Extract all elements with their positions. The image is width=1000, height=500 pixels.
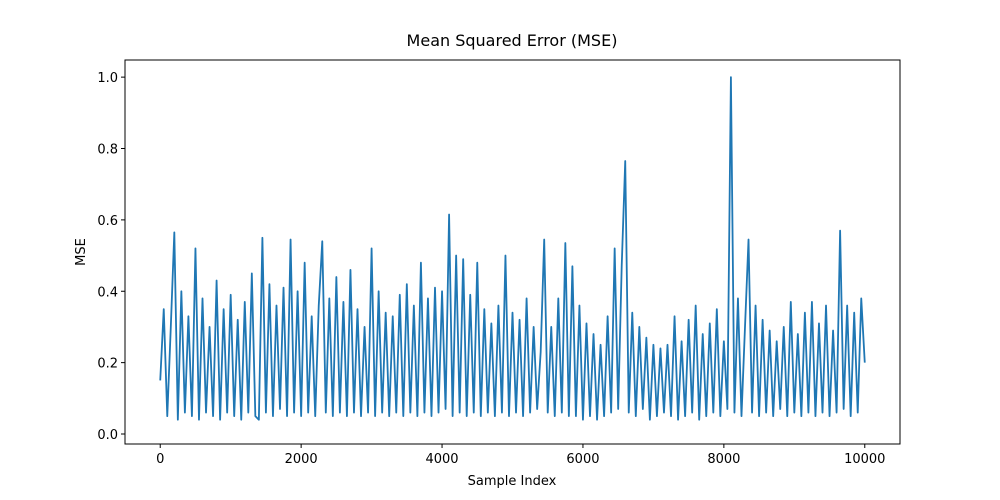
- y-tick-label: 0.0: [97, 428, 118, 443]
- y-tick-label: 0.6: [97, 214, 118, 229]
- chart-title: Mean Squared Error (MSE): [407, 31, 618, 50]
- y-tick-label: 0.2: [97, 357, 118, 372]
- data-line: [159, 76, 866, 421]
- x-tick-label: 6000: [566, 452, 599, 467]
- y-axis-label: MSE: [74, 238, 89, 266]
- y-tick-label: 0.4: [97, 285, 118, 300]
- x-tick-label: 8000: [707, 452, 740, 467]
- x-tick-label: 2000: [285, 452, 318, 467]
- plot-frame: [124, 59, 901, 445]
- y-tick-label: 0.8: [97, 143, 118, 158]
- x-axis-label: Sample Index: [468, 474, 557, 489]
- x-tick-label: 0: [156, 452, 164, 467]
- y-tick-label: 1.0: [97, 71, 118, 86]
- x-tick-label: 10000: [844, 452, 885, 467]
- x-tick-label: 4000: [425, 452, 458, 467]
